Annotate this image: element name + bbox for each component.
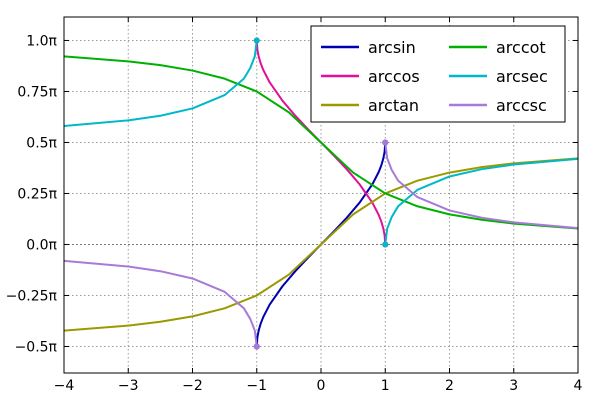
y-tick-label: 0.0π <box>26 237 57 253</box>
arcsec-endpoint-marker <box>253 37 260 44</box>
x-tick-label: −1 <box>246 378 267 394</box>
x-tick-label: 0 <box>317 378 326 394</box>
arccot-legend-label: arccot <box>496 38 546 57</box>
y-tick-label: 0.25π <box>17 186 57 202</box>
x-tick-label: −4 <box>54 378 75 394</box>
y-tick-label: 0.75π <box>17 84 57 100</box>
x-tick-label: 4 <box>574 378 583 394</box>
arcsec-legend-label: arcsec <box>496 67 548 86</box>
arcsec-endpoint-marker <box>382 241 389 248</box>
x-tick-label: −2 <box>182 378 203 394</box>
axis-ticks: −4 −3 −2 −1 0 1 2 3 4 1.0π 0.75π 0.5π 0.25π 0.0π −0.25… <box>6 17 583 394</box>
arctan-legend-label: arctan <box>368 96 419 115</box>
arccsc-line <box>64 259 258 348</box>
y-tick-label: 0.5π <box>26 135 57 151</box>
y-tick-label: −0.5π <box>15 339 58 355</box>
endpoint-markers <box>253 37 389 350</box>
arcsec-line <box>64 39 258 128</box>
arccos-legend-label: arccos <box>368 67 420 86</box>
arccot-line <box>64 55 578 230</box>
arccsc-legend-label: arccsc <box>496 96 547 115</box>
arccsc-line <box>384 141 578 230</box>
arcsin-legend-label: arcsin <box>368 38 416 57</box>
y-tick-label: 1.0π <box>26 33 57 49</box>
series-lines <box>64 39 578 348</box>
x-tick-label: 3 <box>509 378 518 394</box>
arccsc-endpoint-marker <box>253 343 260 350</box>
arcsec-line <box>384 157 578 246</box>
y-tick-label: −0.25π <box>6 288 58 304</box>
x-tick-label: −3 <box>118 378 139 394</box>
x-tick-label: 1 <box>381 378 390 394</box>
arccsc-endpoint-marker <box>382 139 389 146</box>
arctan-line <box>64 157 578 332</box>
legend: arcsin arccos arctan arccot arcsec arccsc <box>310 25 566 123</box>
x-tick-label: 2 <box>445 378 454 394</box>
